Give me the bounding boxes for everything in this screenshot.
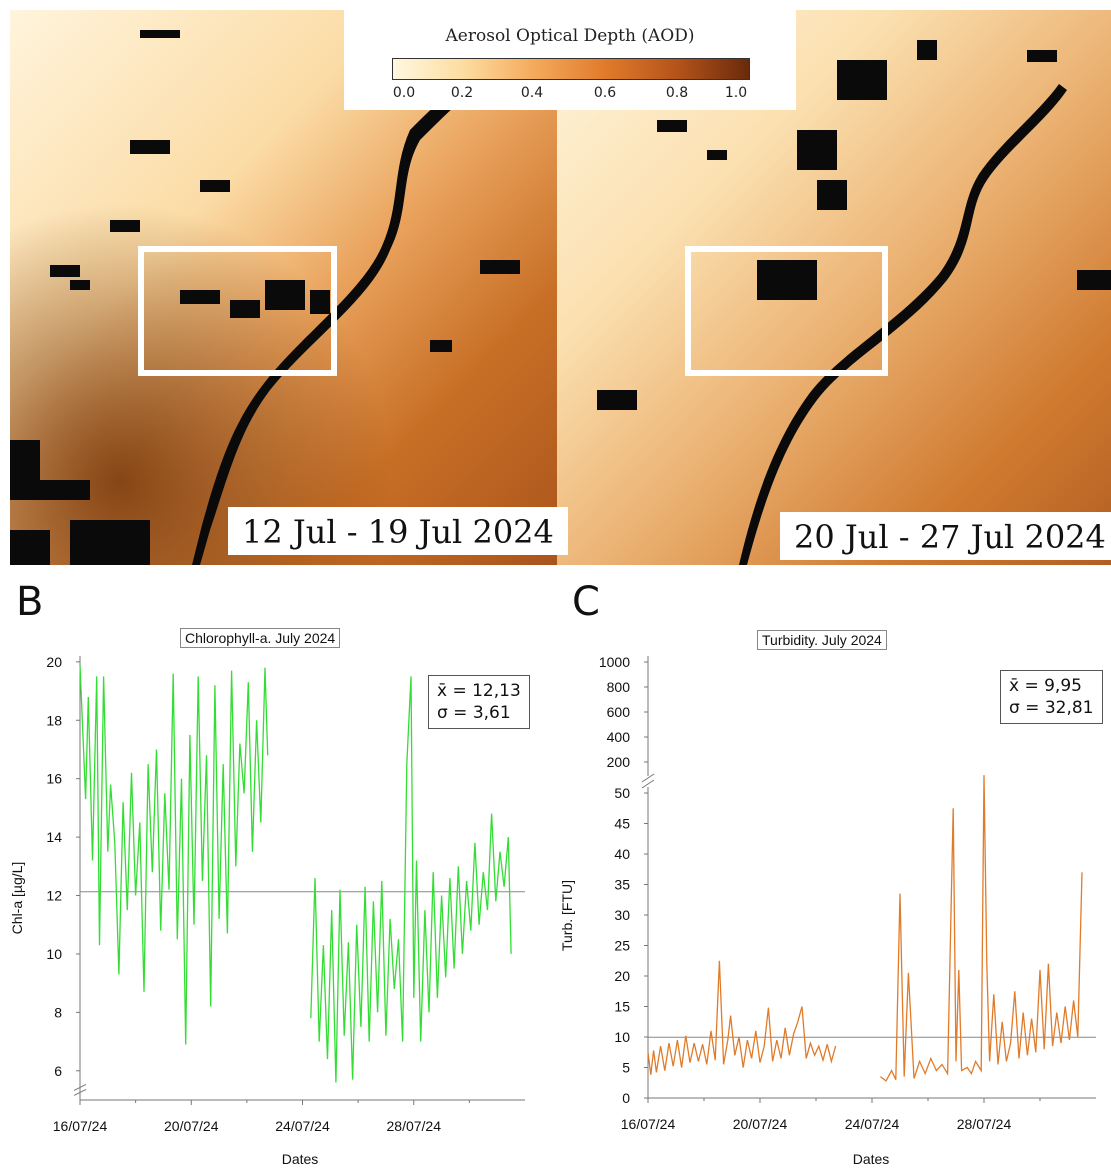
y-tick-label: 15	[614, 999, 630, 1015]
stat-sd: σ = 3,61	[437, 703, 511, 723]
colorbar-tick: 0.4	[520, 85, 544, 101]
panel-label-b: B	[16, 579, 44, 625]
panel-label-c: C	[572, 579, 600, 625]
y-tick-label: 6	[54, 1063, 62, 1079]
x-tick-label: 28/07/24	[387, 1118, 442, 1134]
y-tick-label: 5	[622, 1060, 630, 1076]
aod-colorbar-legend: Aerosol Optical Depth (AOD) 0.0 0.2 0.4 …	[344, 10, 796, 110]
y-tick-label: 20	[46, 654, 62, 670]
x-tick-label: 16/07/24	[53, 1118, 108, 1134]
x-axis-label: Dates	[853, 1151, 890, 1167]
y-tick-label: 10	[614, 1029, 630, 1045]
colorbar-tick: 0.8	[665, 85, 689, 101]
map-date-right: 20 Jul - 27 Jul 2024	[780, 512, 1111, 560]
y-tick-label: 14	[46, 829, 62, 845]
colorbar-tick: 1.0	[724, 85, 748, 101]
y-tick-label: 30	[614, 907, 630, 923]
axis-break-mark	[641, 773, 655, 783]
y-tick-label: 0	[622, 1090, 630, 1106]
y-tick-label: 40	[614, 846, 630, 862]
axis-break-mark	[73, 1089, 87, 1096]
y-tick-label: 20	[614, 968, 630, 984]
y-tick-label: 25	[614, 938, 630, 954]
colorbar-tick: 0.6	[593, 85, 617, 101]
colorbar-title: Aerosol Optical Depth (AOD)	[445, 26, 695, 46]
y-tick-label: 12	[46, 888, 62, 904]
x-tick-label: 20/07/24	[164, 1118, 219, 1134]
colorbar-tick: 0.2	[450, 85, 474, 101]
y-tick-label: 1000	[599, 654, 630, 670]
y-tick-label: 800	[607, 679, 631, 695]
y-tick-label: 18	[46, 712, 62, 728]
y-tick-label: 10	[46, 946, 62, 962]
colorbar-gradient	[392, 58, 750, 80]
x-tick-label: 24/07/24	[275, 1118, 330, 1134]
axis-break-mark	[641, 779, 655, 789]
colorbar-tick: 0.0	[392, 85, 416, 101]
chart-title-turbidity: Turbidity. July 2024	[757, 630, 887, 650]
axis-break-mark	[73, 1084, 87, 1091]
y-axis-label: Chl-a [µg/L]	[9, 862, 25, 935]
stat-sd: σ = 32,81	[1009, 698, 1094, 718]
chla-chart: 6 8 10 12 14 16 18 20 16/07/24 20/07/24 24/07/24 28…	[9, 654, 525, 1167]
y-tick-label: 45	[614, 816, 630, 832]
y-tick-label: 50	[614, 785, 630, 801]
y-tick-label: 16	[46, 771, 62, 787]
x-axis-label: Dates	[282, 1151, 319, 1167]
turbidity-chart: 0 5 10 15 20 25 30 35 40 45 50 200 400 600 800 1000 16/0…	[559, 654, 1096, 1167]
chla-series-line	[310, 676, 512, 1083]
x-tick-label: 16/07/24	[621, 1116, 676, 1132]
stats-box-chla: x̄ = 12,13 σ = 3,61	[428, 675, 530, 729]
x-tick-label: 28/07/24	[957, 1116, 1012, 1132]
stat-mean: x̄ = 12,13	[437, 681, 521, 701]
chla-series-line	[79, 664, 269, 1045]
x-tick-label: 20/07/24	[733, 1116, 788, 1132]
y-tick-label: 600	[607, 704, 631, 720]
chart-title-chla: Chlorophyll-a. July 2024	[180, 628, 341, 648]
stat-mean: x̄ = 9,95	[1009, 676, 1082, 696]
y-tick-label: 35	[614, 877, 630, 893]
x-tick-label: 24/07/24	[845, 1116, 900, 1132]
y-tick-label: 400	[607, 729, 631, 745]
map-date-left: 12 Jul - 19 Jul 2024	[228, 507, 568, 555]
stats-box-turbidity: x̄ = 9,95 σ = 32,81	[1000, 670, 1103, 724]
turbidity-series-line	[880, 775, 1083, 1082]
y-tick-label: 8	[54, 1004, 62, 1020]
turbidity-series-line	[647, 960, 837, 1075]
y-tick-label: 200	[607, 754, 631, 770]
y-axis-label: Turb. [FTU]	[559, 880, 575, 951]
